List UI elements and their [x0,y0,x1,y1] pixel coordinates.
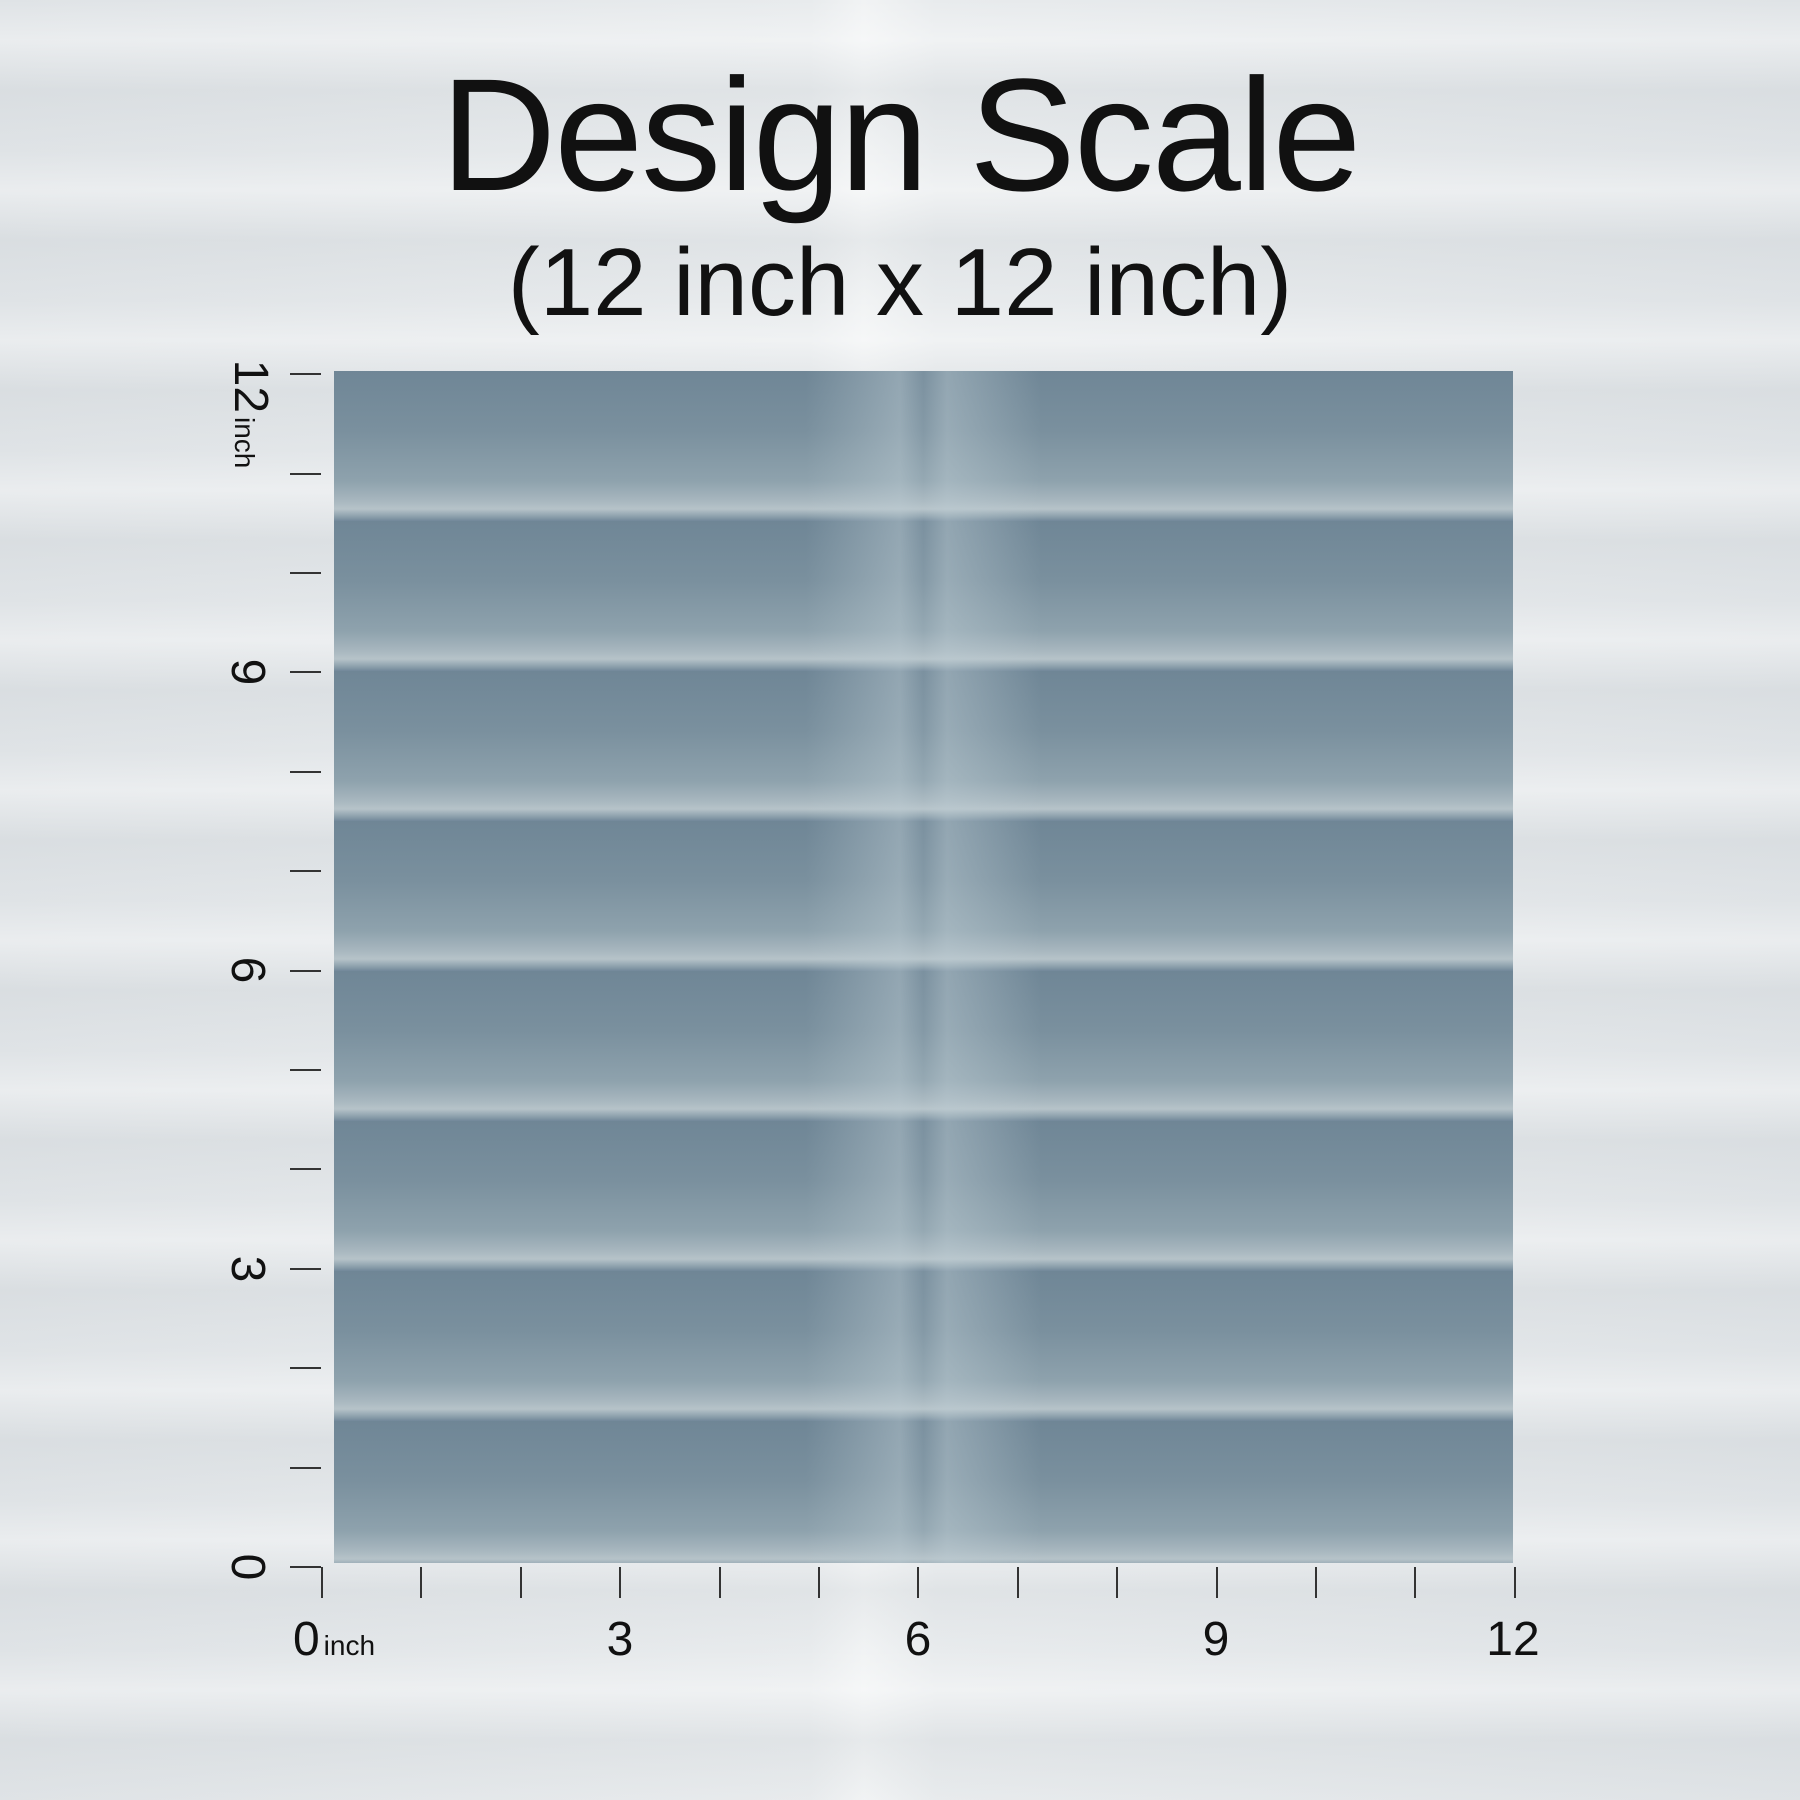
x-label-0: 0 inch [293,1612,375,1674]
pattern-swatch [334,371,1513,1563]
x-label-9: 9 [1202,1613,1230,1666]
y-tick [290,1566,321,1568]
x-tick [619,1567,622,1598]
x-tick [1315,1567,1317,1598]
y-tick [290,969,321,972]
x-tick [1116,1567,1119,1598]
y-label-3: 3 [221,1255,274,1283]
x-tick [917,1567,920,1598]
x-tick [1215,1567,1218,1598]
x-tick [519,1567,522,1598]
y-tick [290,1367,321,1370]
y-tick [290,572,321,574]
y-tick [290,1168,321,1171]
x-tick [718,1567,721,1598]
x-label-text: 0 [292,1613,320,1666]
page-subtitle: (12 inch x 12 inch) [507,229,1293,336]
y-tick [290,1069,321,1071]
x-label-6: 6 [904,1613,932,1666]
x-unit: inch [323,1630,376,1661]
x-tick [420,1567,423,1598]
x-tick [1016,1567,1019,1598]
y-tick [290,1267,321,1270]
x-tick [321,1567,323,1598]
y-tick [290,870,321,873]
page-title: Design Scale [440,45,1362,224]
y-label-12: 12inch [216,360,278,469]
y-label-0: 0 [221,1553,274,1581]
y-label-6: 6 [221,956,274,984]
x-tick [818,1567,820,1598]
y-tick [290,770,321,773]
x-tick [1513,1567,1516,1598]
y-tick [290,671,321,674]
y-label-text: 12 [224,359,277,414]
y-tick [290,1466,321,1469]
x-label-12: 12 [1486,1613,1540,1666]
y-tick [290,472,321,475]
y-tick [290,373,321,376]
y-label-9: 9 [221,658,274,686]
x-tick [1414,1567,1417,1598]
x-label-3: 3 [606,1613,634,1666]
y-unit: inch [229,417,260,469]
